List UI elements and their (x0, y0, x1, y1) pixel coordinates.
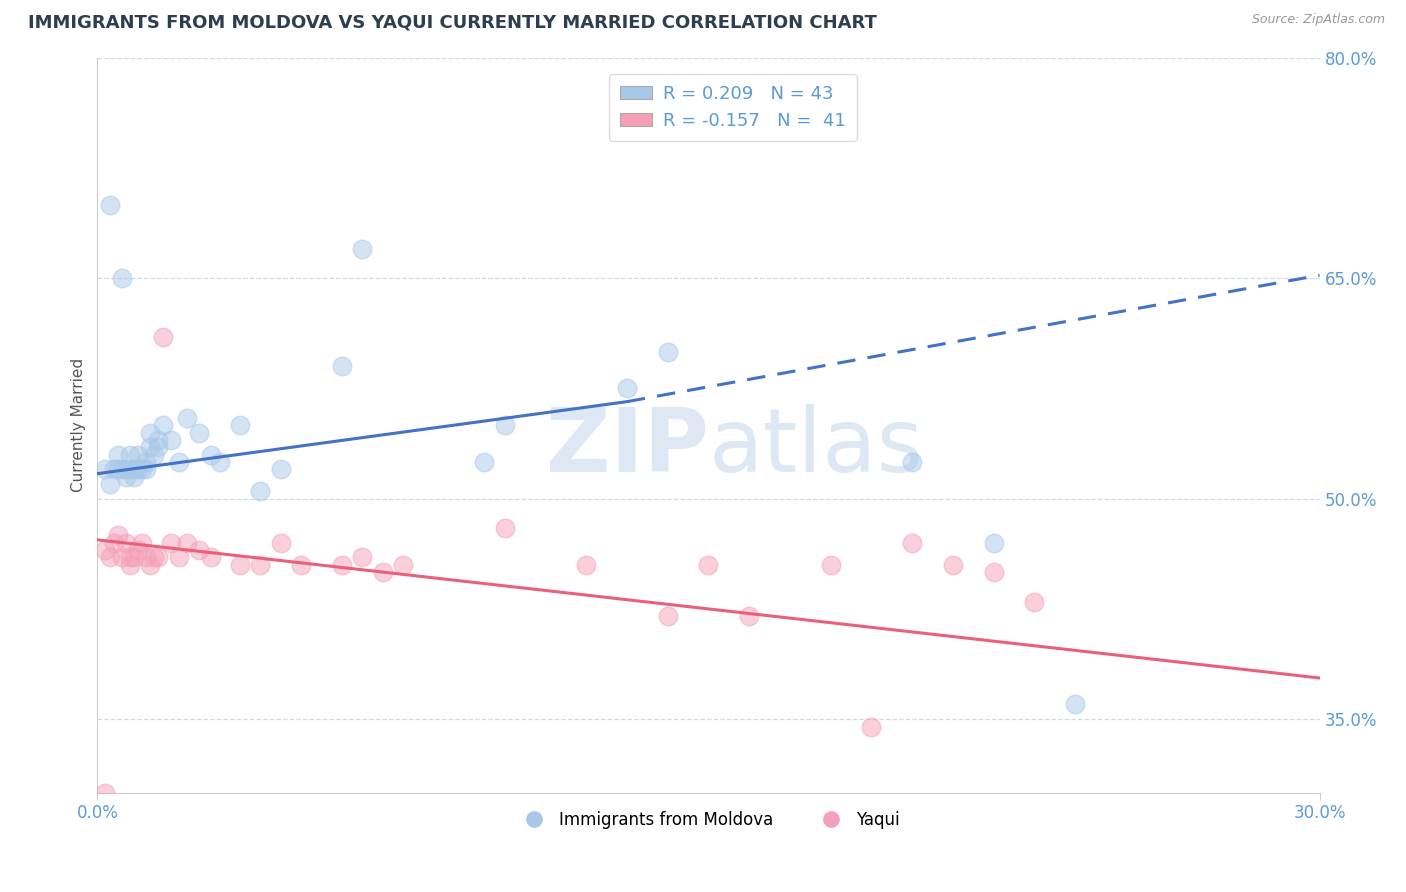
Text: atlas: atlas (709, 404, 924, 491)
Point (103, 535, 125, 549)
Point (139, 425, 162, 440)
Point (94, 543, 117, 558)
Point (107, 448, 129, 462)
Point (115, 535, 138, 549)
Point (860, 719, 883, 733)
Point (229, 418, 252, 433)
Text: ZIP: ZIP (546, 404, 709, 491)
Point (575, 558, 598, 572)
Point (143, 550, 166, 565)
Point (188, 543, 211, 558)
Point (249, 558, 271, 572)
Point (352, 242, 374, 256)
Point (176, 535, 198, 549)
Point (229, 558, 252, 572)
Point (474, 455, 496, 469)
Point (330, 558, 353, 572)
Point (352, 550, 374, 565)
Point (983, 565, 1005, 579)
Legend: Immigrants from Moldova, Yaqui: Immigrants from Moldova, Yaqui (510, 805, 907, 836)
Point (127, 462, 149, 476)
Point (111, 550, 134, 565)
Point (115, 469, 138, 483)
Text: Source: ZipAtlas.com: Source: ZipAtlas.com (1251, 13, 1385, 27)
Point (176, 410, 198, 425)
Point (152, 330, 174, 344)
Point (148, 433, 170, 447)
Point (118, 558, 141, 572)
Point (94, 786, 117, 800)
Point (901, 535, 924, 549)
Point (111, 271, 134, 285)
Point (148, 550, 170, 565)
Point (901, 455, 924, 469)
Point (115, 462, 138, 476)
Point (392, 558, 415, 572)
Point (98, 477, 121, 491)
Point (820, 558, 842, 572)
Point (135, 550, 157, 565)
Point (188, 425, 211, 440)
Point (131, 535, 153, 549)
Point (127, 543, 149, 558)
Point (127, 448, 149, 462)
Point (118, 550, 141, 565)
Point (98, 197, 121, 211)
Point (148, 440, 170, 454)
Point (208, 455, 231, 469)
Point (1064, 698, 1087, 712)
Point (167, 455, 190, 469)
Point (270, 535, 292, 549)
Point (94, 462, 117, 476)
Point (1024, 594, 1046, 608)
Point (107, 462, 129, 476)
Point (738, 609, 761, 624)
Point (159, 535, 181, 549)
Point (371, 565, 394, 579)
Point (616, 381, 638, 395)
Point (249, 484, 271, 499)
Point (270, 462, 292, 476)
Point (290, 558, 312, 572)
Point (122, 550, 145, 565)
Point (118, 462, 141, 476)
Point (139, 440, 162, 454)
Point (200, 550, 222, 565)
Point (494, 418, 516, 433)
Point (330, 359, 353, 374)
Point (494, 521, 516, 535)
Point (98, 550, 121, 565)
Point (131, 462, 153, 476)
Point (135, 455, 157, 469)
Point (942, 558, 965, 572)
Point (107, 528, 129, 542)
Point (111, 462, 134, 476)
Point (152, 418, 174, 433)
Point (122, 469, 145, 483)
Point (103, 462, 125, 476)
Y-axis label: Currently Married: Currently Married (72, 358, 86, 492)
Point (200, 448, 222, 462)
Point (697, 558, 720, 572)
Point (122, 462, 145, 476)
Point (159, 433, 181, 447)
Point (118, 448, 141, 462)
Point (657, 344, 679, 359)
Point (657, 609, 679, 624)
Point (167, 550, 190, 565)
Point (983, 535, 1005, 549)
Point (135, 462, 157, 476)
Point (143, 448, 166, 462)
Text: IMMIGRANTS FROM MOLDOVA VS YAQUI CURRENTLY MARRIED CORRELATION CHART: IMMIGRANTS FROM MOLDOVA VS YAQUI CURRENT… (28, 13, 877, 31)
Point (139, 558, 162, 572)
